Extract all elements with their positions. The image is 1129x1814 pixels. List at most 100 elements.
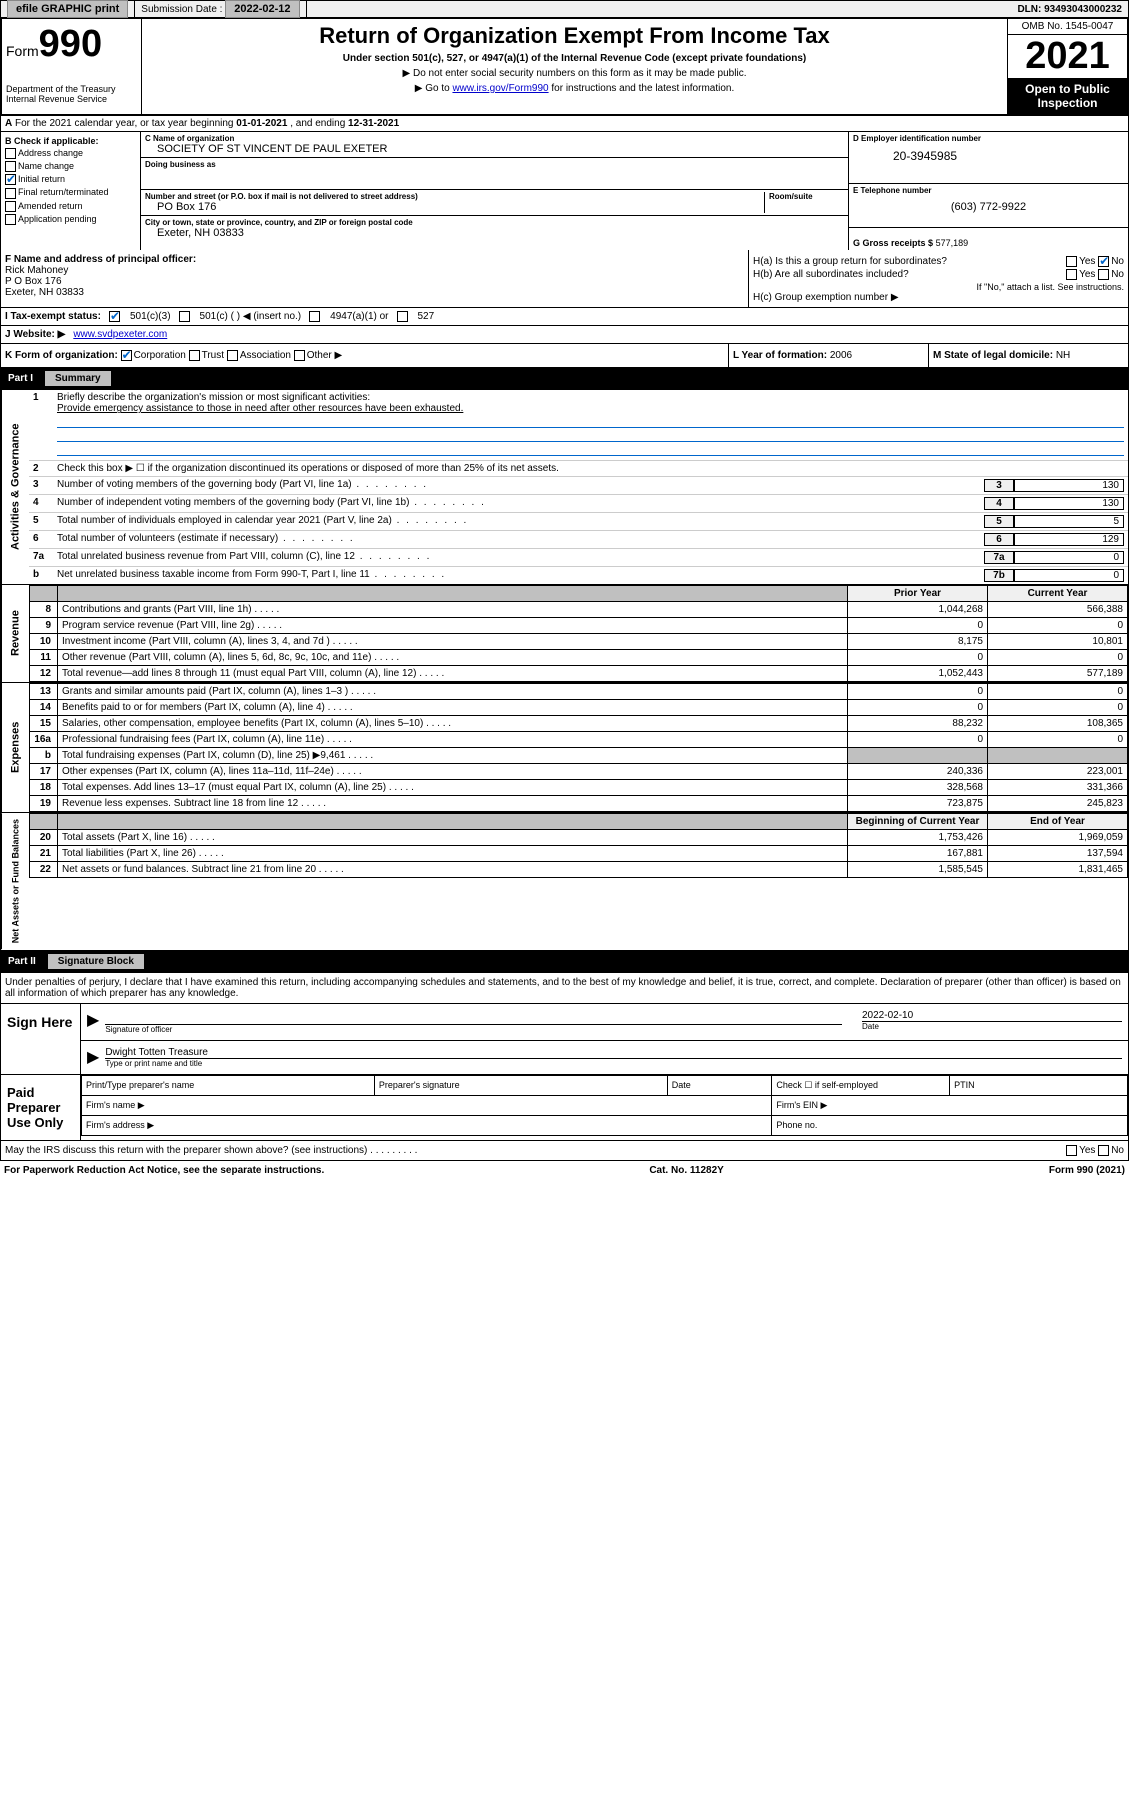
- cell: 331,366: [988, 780, 1128, 796]
- sig-date: 2022-02-10: [862, 1010, 1122, 1021]
- tel-cell: E Telephone number (603) 772-9922: [849, 184, 1128, 228]
- ag-body: 1 Briefly describe the organization's mi…: [29, 390, 1128, 584]
- sig-intro: Under penalties of perjury, I declare th…: [1, 973, 1128, 1004]
- table-row: 10Investment income (Part VIII, column (…: [30, 634, 1128, 650]
- footer-form: Form 990 (2021): [1049, 1165, 1125, 1176]
- cell: 19: [30, 796, 58, 812]
- ha-yes: Yes: [1079, 256, 1095, 267]
- k-assoc-chk[interactable]: [227, 350, 238, 361]
- colb-checkbox[interactable]: [5, 214, 16, 225]
- summary-rev: Revenue Prior YearCurrent Year 8Contribu…: [0, 585, 1129, 683]
- dba-label: Doing business as: [145, 160, 844, 169]
- colb-checkbox[interactable]: [5, 148, 16, 159]
- discuss-no-chk[interactable]: [1098, 1145, 1109, 1156]
- row-a-period: A A For the 2021 calendar year, or tax y…: [0, 116, 1129, 132]
- table-row: 14Benefits paid to or for members (Part …: [30, 700, 1128, 716]
- cell: 10,801: [988, 634, 1128, 650]
- cell: 137,594: [988, 846, 1128, 862]
- cell: Investment income (Part VIII, column (A)…: [58, 634, 848, 650]
- table-row: 8Contributions and grants (Part VIII, li…: [30, 602, 1128, 618]
- hb-no-chk[interactable]: [1098, 269, 1109, 280]
- m-val: NH: [1056, 350, 1070, 361]
- note2-pre: ▶ Go to: [415, 83, 453, 94]
- cell: 0: [988, 700, 1128, 716]
- submission-date: 2022-02-12: [225, 0, 299, 18]
- l5-box: 5: [984, 515, 1014, 528]
- cell: 10: [30, 634, 58, 650]
- cell: 167,881: [848, 846, 988, 862]
- 4947: 4947(a)(1) or: [330, 311, 388, 322]
- row-klm: K Form of organization: Corporation Trus…: [0, 344, 1129, 368]
- rev-body: Prior YearCurrent Year 8Contributions an…: [29, 585, 1128, 682]
- side-ag: Activities & Governance: [1, 390, 29, 584]
- gross-value: 577,189: [936, 238, 969, 248]
- l-label: L Year of formation:: [733, 350, 827, 361]
- colb-checkbox[interactable]: [5, 201, 16, 212]
- 527-chk[interactable]: [397, 311, 408, 322]
- discuss-yes-chk[interactable]: [1066, 1145, 1077, 1156]
- summary-exp: Expenses 13Grants and similar amounts pa…: [0, 683, 1129, 813]
- officer-name: Rick Mahoney: [5, 265, 744, 276]
- k-other-chk[interactable]: [294, 350, 305, 361]
- l6-val: 129: [1014, 533, 1124, 546]
- row-i: I Tax-exempt status: 501(c)(3) 501(c) ( …: [0, 308, 1129, 326]
- ha-no-chk[interactable]: [1098, 256, 1109, 267]
- signature-block: Under penalties of perjury, I declare th…: [0, 972, 1129, 1161]
- col-l: L Year of formation: 2006: [728, 344, 928, 367]
- cell: Other expenses (Part IX, column (A), lin…: [58, 764, 848, 780]
- discuss-yes: Yes: [1079, 1145, 1095, 1156]
- cell: 1,753,426: [848, 830, 988, 846]
- 501c3: 501(c)(3): [130, 311, 171, 322]
- net-body: Beginning of Current YearEnd of Year 20T…: [29, 813, 1128, 949]
- col-cd: C Name of organization SOCIETY OF ST VIN…: [141, 132, 1128, 250]
- table-row: 22Net assets or fund balances. Subtract …: [30, 862, 1128, 878]
- cell: 8,175: [848, 634, 988, 650]
- k-corp-chk[interactable]: [121, 350, 132, 361]
- k-trust-chk[interactable]: [189, 350, 200, 361]
- hb-label: H(b) Are all subordinates included?: [753, 269, 909, 280]
- cell: 0: [848, 650, 988, 666]
- ha-label: H(a) Is this a group return for subordin…: [753, 256, 947, 267]
- 501c3-chk[interactable]: [109, 311, 120, 322]
- colb-checkbox[interactable]: [5, 188, 16, 199]
- room-label: Room/suite: [769, 192, 844, 201]
- cell: 16a: [30, 732, 58, 748]
- 4947-chk[interactable]: [309, 311, 320, 322]
- paid-prep-row: Paid Preparer Use Only Print/Type prepar…: [1, 1074, 1128, 1140]
- cell: [848, 748, 988, 764]
- colb-item: Application pending: [5, 214, 136, 225]
- cell: 223,001: [988, 764, 1128, 780]
- hb-yes-chk[interactable]: [1066, 269, 1077, 280]
- mission-line: [57, 444, 1124, 456]
- k-corp: Corporation: [134, 350, 186, 361]
- discuss-label: May the IRS discuss this return with the…: [5, 1145, 367, 1156]
- cell: Program service revenue (Part VIII, line…: [58, 618, 848, 634]
- hb-note: If "No," attach a list. See instructions…: [753, 282, 1124, 292]
- summary-net: Net Assets or Fund Balances Beginning of…: [0, 813, 1129, 950]
- cy-hdr: Current Year: [988, 586, 1128, 602]
- prep-date-hdr: Date: [667, 1075, 772, 1095]
- firm-addr: Firm's address ▶: [82, 1115, 772, 1135]
- form-number: Form990: [6, 23, 137, 66]
- submission-label: Submission Date :: [141, 4, 222, 15]
- colb-checkbox[interactable]: [5, 174, 16, 185]
- 501c-chk[interactable]: [179, 311, 190, 322]
- efile-btn[interactable]: efile GRAPHIC print: [7, 0, 128, 18]
- cell: 1,052,443: [848, 666, 988, 682]
- ein-cell: D Employer identification number 20-3945…: [849, 132, 1128, 184]
- line-1: 1 Briefly describe the organization's mi…: [29, 390, 1128, 460]
- irs-link[interactable]: www.irs.gov/Form990: [452, 83, 548, 94]
- cell: 0: [988, 618, 1128, 634]
- website-link[interactable]: www.svdpexeter.com: [73, 329, 167, 340]
- cell: 566,388: [988, 602, 1128, 618]
- col-k: K Form of organization: Corporation Trus…: [1, 344, 728, 367]
- tel-value: (603) 772-9922: [853, 195, 1124, 213]
- cell: 0: [848, 700, 988, 716]
- ha-yes-chk[interactable]: [1066, 256, 1077, 267]
- irs-label: Internal Revenue Service: [6, 94, 137, 104]
- l1-value: Provide emergency assistance to those in…: [57, 403, 463, 414]
- firm-phone: Phone no.: [772, 1115, 1128, 1135]
- colb-checkbox[interactable]: [5, 161, 16, 172]
- l4-text: Number of independent voting members of …: [57, 497, 980, 508]
- by-hdr: Beginning of Current Year: [848, 814, 988, 830]
